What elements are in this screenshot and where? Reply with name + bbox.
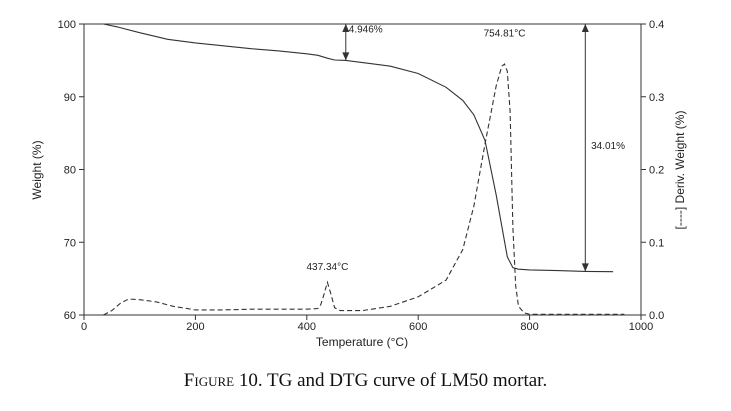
bracket-arrowhead xyxy=(581,263,589,272)
bracket-arrowhead xyxy=(581,24,589,32)
y2-tick-label: 0.0 xyxy=(649,310,664,322)
chart-annotation: 437.34°C xyxy=(307,262,349,273)
figure-caption: Figure 10. TG and DTG curve of LM50 mort… xyxy=(0,370,731,392)
figure-caption-text: TG and DTG curve of LM50 mortar. xyxy=(267,370,548,391)
y-tick-label: 80 xyxy=(64,165,76,177)
y2-tick-label: 0.3 xyxy=(649,92,664,104)
y-tick-label: 60 xyxy=(64,310,76,322)
x-tick-label: 600 xyxy=(409,321,427,333)
bracket-arrowhead xyxy=(342,24,350,32)
y-tick-label: 100 xyxy=(58,19,76,31)
bracket-arrowhead xyxy=(342,52,350,61)
x-tick-label: 1000 xyxy=(629,321,653,333)
chart-annotation: 754.81°C xyxy=(484,28,526,39)
plot-frame xyxy=(83,23,642,316)
annotation-layer: 4.946% 754.81°C 34.01% 437.34°C xyxy=(307,25,626,273)
x-axis-label: Temperature (°C) xyxy=(316,335,408,349)
y-axis-label: Weight (%) xyxy=(30,140,44,199)
x-tick-label: 0 xyxy=(81,321,87,333)
y2-axis-label: [----] Deriv. Weight (%) xyxy=(673,111,687,230)
ticks-layer: 0 200 400 600 800 1000 60 70 80 90 100 0.0 0.1 0.2 0.3… xyxy=(58,19,665,333)
y2-tick-label: 0.2 xyxy=(649,165,664,177)
x-tick-label: 200 xyxy=(186,321,204,333)
y-tick-label: 70 xyxy=(64,237,76,249)
chart-annotation: 4.946% xyxy=(349,25,383,36)
y2-tick-label: 0.1 xyxy=(649,237,664,249)
x-tick-label: 400 xyxy=(298,321,316,333)
y-tick-label: 90 xyxy=(64,92,76,104)
chart-annotation: 34.01% xyxy=(591,141,625,152)
series-layer xyxy=(103,23,625,316)
tg-dtg-chart: 0 200 400 600 800 1000 60 70 80 90 100 0.0 0.1 0.2 0.3… xyxy=(30,19,687,349)
bracket-layer xyxy=(342,24,589,272)
tg-curve xyxy=(103,23,614,273)
x-tick-label: 800 xyxy=(520,321,538,333)
dtg-curve xyxy=(103,63,625,316)
figure-caption-label: Figure 10. xyxy=(183,370,263,391)
y2-tick-label: 0.4 xyxy=(649,19,664,31)
